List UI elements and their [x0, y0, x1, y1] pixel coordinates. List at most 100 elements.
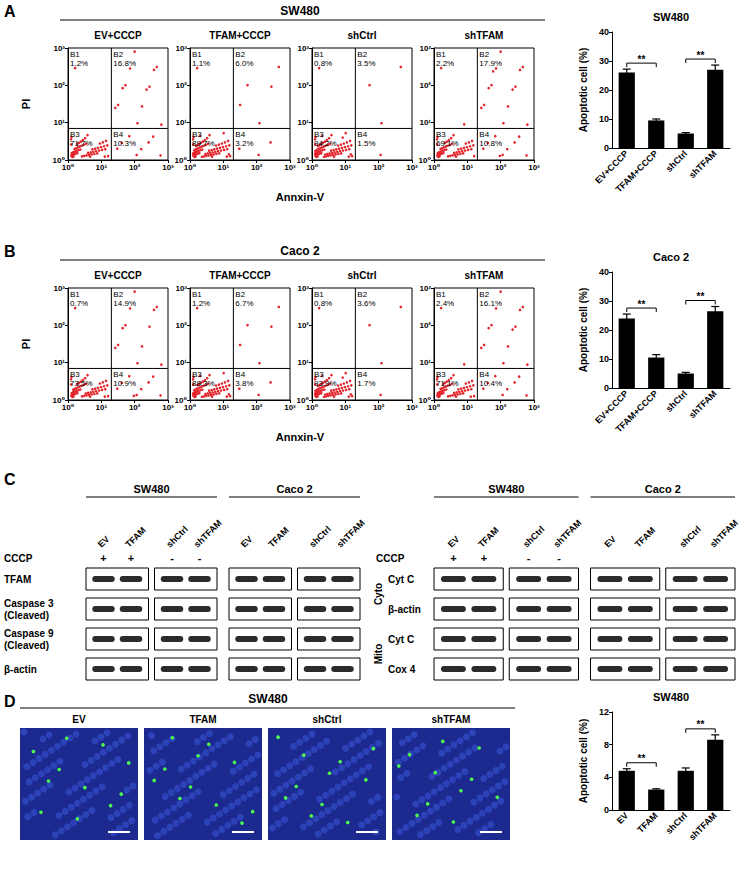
svg-text:B2: B2: [235, 290, 245, 299]
svg-text:40: 40: [599, 267, 609, 277]
svg-text:10¹: 10¹: [53, 358, 65, 367]
svg-text:10³: 10³: [406, 403, 418, 412]
svg-text:B1: B1: [70, 50, 80, 59]
svg-text:EV: EV: [72, 714, 86, 725]
svg-text:Apoptotic cell (%): Apoptotic cell (%): [578, 719, 589, 803]
svg-text:(Cleaved): (Cleaved): [4, 610, 49, 621]
svg-text:Caco 2: Caco 2: [653, 251, 689, 263]
svg-text:0.7%: 0.7%: [70, 299, 88, 308]
svg-text:+: +: [450, 552, 456, 564]
svg-text:2.2%: 2.2%: [436, 59, 454, 68]
svg-text:(Cleaved): (Cleaved): [4, 640, 49, 651]
svg-text:shCtrl: shCtrl: [678, 524, 703, 549]
svg-text:6.7%: 6.7%: [235, 299, 253, 308]
svg-text:3.2%: 3.2%: [235, 139, 253, 148]
svg-text:1.7%: 1.7%: [357, 379, 375, 388]
svg-text:71.1%: 71.1%: [436, 379, 459, 388]
svg-text:10¹: 10¹: [419, 118, 431, 127]
svg-text:10⁰: 10⁰: [428, 403, 441, 412]
svg-text:SW480: SW480: [488, 483, 524, 495]
svg-text:10: 10: [599, 354, 609, 364]
svg-text:Caspase 3: Caspase 3: [4, 598, 54, 609]
svg-text:10³: 10³: [297, 44, 309, 53]
svg-text:-: -: [557, 552, 561, 564]
svg-text:**: **: [638, 299, 646, 310]
svg-text:10²: 10²: [297, 321, 309, 330]
svg-text:PI: PI: [20, 99, 32, 109]
svg-text:+: +: [128, 552, 134, 564]
svg-text:30: 30: [599, 56, 609, 66]
svg-text:D: D: [4, 693, 16, 710]
svg-text:14.9%: 14.9%: [113, 299, 136, 308]
svg-text:10¹: 10¹: [462, 163, 474, 172]
svg-text:C: C: [4, 471, 16, 488]
svg-text:B3: B3: [314, 370, 324, 379]
svg-text:**: **: [697, 719, 705, 730]
svg-text:10¹: 10¹: [462, 403, 474, 412]
svg-text:10²: 10²: [175, 321, 187, 330]
svg-text:Annxin-V: Annxin-V: [276, 431, 325, 443]
svg-text:16.8%: 16.8%: [113, 59, 136, 68]
svg-text:SW480: SW480: [653, 11, 689, 23]
svg-text:TFAM: TFAM: [123, 525, 147, 549]
svg-text:shTFAM: shTFAM: [708, 518, 740, 550]
svg-text:CCCP: CCCP: [4, 553, 33, 564]
svg-text:10⁰: 10⁰: [184, 403, 197, 412]
svg-text:6.0%: 6.0%: [235, 59, 253, 68]
svg-text:shCtrl: shCtrl: [164, 524, 189, 549]
svg-text:B4: B4: [113, 370, 123, 379]
svg-text:β-actin: β-actin: [388, 604, 421, 615]
svg-text:Apoptotic cell (%): Apoptotic cell (%): [578, 48, 589, 132]
svg-text:B2: B2: [113, 290, 123, 299]
svg-text:10¹: 10¹: [419, 358, 431, 367]
svg-text:3.8%: 3.8%: [235, 379, 253, 388]
svg-text:10³: 10³: [419, 44, 431, 53]
svg-text:10¹: 10¹: [96, 403, 108, 412]
svg-text:shTFAM: shTFAM: [687, 810, 719, 842]
svg-text:**: **: [697, 291, 705, 302]
svg-text:10³: 10³: [162, 163, 174, 172]
svg-text:B1: B1: [314, 50, 324, 59]
svg-text:10⁰: 10⁰: [62, 163, 75, 172]
svg-text:shTFAM: shTFAM: [552, 518, 584, 550]
svg-text:Cyt C: Cyt C: [388, 634, 414, 645]
svg-text:10³: 10³: [406, 163, 418, 172]
svg-text:20: 20: [599, 85, 609, 95]
svg-text:0.8%: 0.8%: [314, 299, 332, 308]
svg-text:B: B: [4, 243, 16, 260]
svg-text:B2: B2: [357, 50, 367, 59]
svg-text:10³: 10³: [284, 403, 296, 412]
svg-text:0: 0: [604, 383, 609, 393]
svg-text:0: 0: [604, 143, 609, 153]
svg-text:B4: B4: [235, 370, 245, 379]
svg-text:10²: 10²: [53, 81, 65, 90]
svg-text:16.1%: 16.1%: [479, 299, 502, 308]
svg-text:10⁰: 10⁰: [428, 163, 441, 172]
svg-text:Caco 2: Caco 2: [280, 244, 320, 258]
svg-text:EV: EV: [239, 534, 255, 550]
svg-text:B4: B4: [235, 130, 245, 139]
svg-text:shTFAM: shTFAM: [432, 714, 471, 725]
svg-text:89.7%: 89.7%: [192, 139, 215, 148]
svg-text:shCtrl: shCtrl: [521, 524, 546, 549]
svg-text:B4: B4: [113, 130, 123, 139]
svg-text:+: +: [100, 552, 106, 564]
svg-text:Cyto: Cyto: [373, 583, 384, 605]
svg-text:10²: 10²: [129, 163, 141, 172]
svg-text:EV+CCCP: EV+CCCP: [94, 270, 142, 281]
svg-text:1.5%: 1.5%: [357, 139, 375, 148]
svg-text:B2: B2: [113, 50, 123, 59]
svg-text:B1: B1: [192, 290, 202, 299]
svg-text:shTFAM: shTFAM: [192, 518, 224, 550]
svg-text:shCtrl: shCtrl: [664, 388, 689, 413]
svg-text:B2: B2: [235, 50, 245, 59]
svg-text:SW480: SW480: [280, 4, 320, 18]
svg-text:SW480: SW480: [133, 483, 169, 495]
svg-text:shCtrl: shCtrl: [348, 270, 377, 281]
svg-text:B1: B1: [436, 290, 446, 299]
svg-text:10³: 10³: [53, 44, 65, 53]
svg-text:TFAM: TFAM: [4, 574, 31, 585]
svg-text:EV: EV: [446, 534, 462, 550]
svg-text:3.5%: 3.5%: [357, 59, 375, 68]
svg-text:8: 8: [604, 740, 609, 750]
